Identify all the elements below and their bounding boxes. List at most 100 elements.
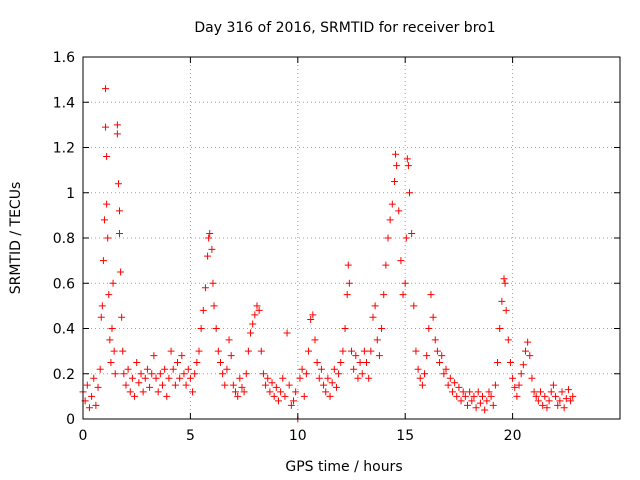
data-point xyxy=(455,383,463,391)
data-point xyxy=(204,252,212,260)
data-point xyxy=(247,329,255,337)
y-tick-label: 1 xyxy=(66,186,75,202)
data-point xyxy=(240,388,248,396)
data-point xyxy=(552,392,560,400)
data-point xyxy=(143,365,151,373)
data-point xyxy=(274,397,282,405)
y-tick-label: 0.2 xyxy=(53,367,75,383)
data-point xyxy=(219,370,227,378)
data-point xyxy=(457,397,465,405)
data-point xyxy=(519,361,527,369)
data-point xyxy=(558,388,566,396)
data-point xyxy=(513,392,521,400)
data-point xyxy=(496,325,504,332)
data-point xyxy=(113,121,121,129)
data-point xyxy=(501,279,509,287)
data-point xyxy=(343,291,351,299)
data-point xyxy=(287,401,295,409)
data-point xyxy=(534,397,542,405)
data-point xyxy=(378,325,386,332)
data-point xyxy=(521,347,529,355)
data-point xyxy=(345,279,353,287)
data-point xyxy=(135,379,143,387)
data-point xyxy=(461,392,469,400)
data-point xyxy=(285,381,293,389)
data-point xyxy=(104,234,112,242)
y-tick-label: 1.6 xyxy=(53,50,75,66)
data-point xyxy=(206,229,214,237)
data-point xyxy=(191,370,199,378)
data-point xyxy=(425,325,433,332)
data-point xyxy=(337,358,345,366)
data-point xyxy=(290,397,298,405)
data-point xyxy=(421,370,429,378)
data-point xyxy=(317,365,325,373)
data-point xyxy=(326,392,334,400)
data-point xyxy=(283,329,291,337)
data-point xyxy=(116,229,124,237)
y-axis-label: SRMTID / TECUs xyxy=(8,182,24,295)
data-point xyxy=(122,381,130,389)
data-point xyxy=(249,320,257,328)
data-point xyxy=(193,358,201,366)
data-point xyxy=(418,381,426,389)
data-point xyxy=(210,302,218,310)
chart-title: Day 316 of 2016, SRMTID for receiver bro… xyxy=(194,20,495,36)
data-point xyxy=(442,365,450,373)
data-point xyxy=(236,374,244,382)
data-point xyxy=(350,365,358,373)
data-point xyxy=(171,381,179,389)
data-point xyxy=(330,365,338,373)
data-point xyxy=(332,383,340,391)
data-point xyxy=(300,392,308,400)
x-tick-label: 15 xyxy=(396,428,414,444)
x-tick-label: 0 xyxy=(79,428,88,444)
data-point xyxy=(569,392,577,400)
data-point xyxy=(221,381,229,389)
data-point xyxy=(139,388,147,396)
data-point xyxy=(83,381,91,389)
data-point xyxy=(148,370,156,378)
data-point xyxy=(474,388,482,396)
data-point xyxy=(242,370,250,378)
data-point xyxy=(163,392,171,400)
data-point xyxy=(365,374,373,382)
data-point xyxy=(545,397,553,405)
data-point xyxy=(111,370,119,378)
data-point xyxy=(408,229,416,237)
x-axis-label: GPS time / hours xyxy=(285,459,402,475)
data-point xyxy=(99,257,107,265)
data-point xyxy=(416,374,424,382)
data-point xyxy=(96,365,104,373)
data-point xyxy=(489,401,497,409)
data-point xyxy=(324,374,332,382)
data-point xyxy=(328,379,336,387)
x-tick-label: 10 xyxy=(289,428,307,444)
data-point xyxy=(113,130,121,138)
data-point xyxy=(466,388,474,396)
data-point xyxy=(262,381,270,389)
data-point xyxy=(232,388,240,396)
data-point xyxy=(264,374,272,382)
data-point xyxy=(392,150,400,158)
data-point xyxy=(404,162,412,170)
data-point xyxy=(472,404,480,412)
x-tick-label: 5 xyxy=(186,428,195,444)
data-point xyxy=(133,358,141,366)
data-point xyxy=(152,374,160,382)
data-point xyxy=(259,370,267,378)
data-point xyxy=(180,370,188,378)
data-point xyxy=(491,381,499,389)
data-point xyxy=(90,374,98,382)
data-point xyxy=(335,370,343,378)
data-point xyxy=(257,347,265,355)
data-point xyxy=(209,279,217,287)
data-point xyxy=(223,365,231,373)
data-point xyxy=(277,388,285,396)
data-point xyxy=(448,388,456,396)
y-tick-label: 0 xyxy=(66,412,75,428)
data-point xyxy=(251,311,259,319)
data-point xyxy=(154,388,162,396)
data-point xyxy=(225,336,233,344)
